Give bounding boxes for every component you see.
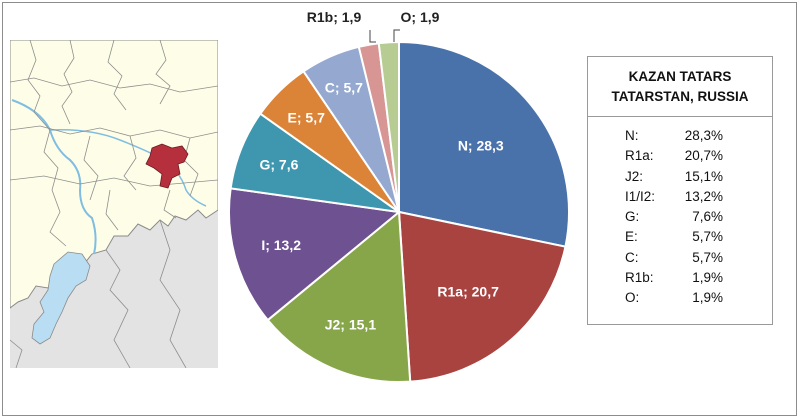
slice-label: N; 28,3 [458, 138, 504, 154]
legend-key: R1a: [625, 148, 654, 164]
legend-row: G: 7,6% [625, 207, 772, 227]
leader-line [393, 29, 400, 42]
legend-value: 20,7% [684, 148, 723, 164]
locator-map [10, 40, 218, 368]
legend-value: 13,2% [684, 188, 723, 204]
legend-key: G: [625, 209, 640, 225]
slice-label: O; 1,9 [401, 9, 440, 25]
legend-row: R1a: 20,7% [625, 146, 772, 166]
legend-key: R1b: [625, 270, 654, 286]
legend-list: N: 28,3% R1a: 20,7% J2: 15,1% I1/I2: 13,… [588, 117, 772, 309]
map-river [11, 99, 97, 255]
slice-label: C; 5,7 [325, 80, 363, 96]
legend-value: 5,7% [692, 249, 723, 265]
slice-label: I; 13,2 [261, 237, 301, 253]
slice-label: G; 7,6 [259, 156, 298, 172]
map-territory [10, 40, 218, 309]
legend-row: J2: 15,1% [625, 167, 772, 187]
legend-key: N: [625, 128, 639, 143]
legend-key: C: [625, 249, 639, 265]
tatarstan-highlight [145, 143, 189, 189]
map-sea [31, 251, 91, 345]
legend-box: KAZAN TATARS TATARSTAN, RUSSIA N: 28,3% … [587, 56, 773, 325]
legend-key: J2: [625, 168, 644, 184]
legend-row: C: 5,7% [625, 248, 772, 268]
legend-title-line2: TATARSTAN, RUSSIA [611, 88, 749, 104]
map-region-borders [10, 40, 218, 247]
legend-row: E: 5,7% [625, 227, 772, 247]
slice-label: J2; 15,1 [325, 316, 377, 332]
legend-row: R1b: 1,9% [625, 268, 772, 288]
slice-label: R1a; 20,7 [437, 284, 499, 300]
legend-value: 7,6% [692, 209, 723, 225]
pie-slice [397, 210, 567, 383]
leader-line [369, 30, 376, 43]
pie-slice [228, 187, 402, 322]
slice-label: R1b; 1,9 [307, 9, 362, 25]
legend-value: 1,9% [692, 270, 723, 286]
legend-value: 1,9% [692, 290, 723, 306]
legend-key: E: [625, 229, 638, 245]
legend-title: KAZAN TATARS TATARSTAN, RUSSIA [588, 57, 772, 117]
legend-value: 5,7% [692, 229, 723, 245]
slice-label: E; 5,7 [288, 109, 326, 125]
legend-row: N: 28,3% [625, 126, 772, 146]
legend-row: I1/I2: 13,2% [625, 187, 772, 207]
pie-slice [377, 40, 400, 213]
legend-key: O: [625, 290, 640, 306]
legend-value: 28,3% [684, 128, 723, 143]
legend-title-line1: KAZAN TATARS [628, 68, 732, 84]
pie-slice [266, 209, 412, 383]
legend-row: O: 1,9% [625, 288, 772, 308]
map-outside-borders [10, 219, 187, 368]
legend-value: 15,1% [684, 168, 723, 184]
pie-slice [398, 40, 570, 248]
legend-key: I1/I2: [625, 188, 656, 204]
